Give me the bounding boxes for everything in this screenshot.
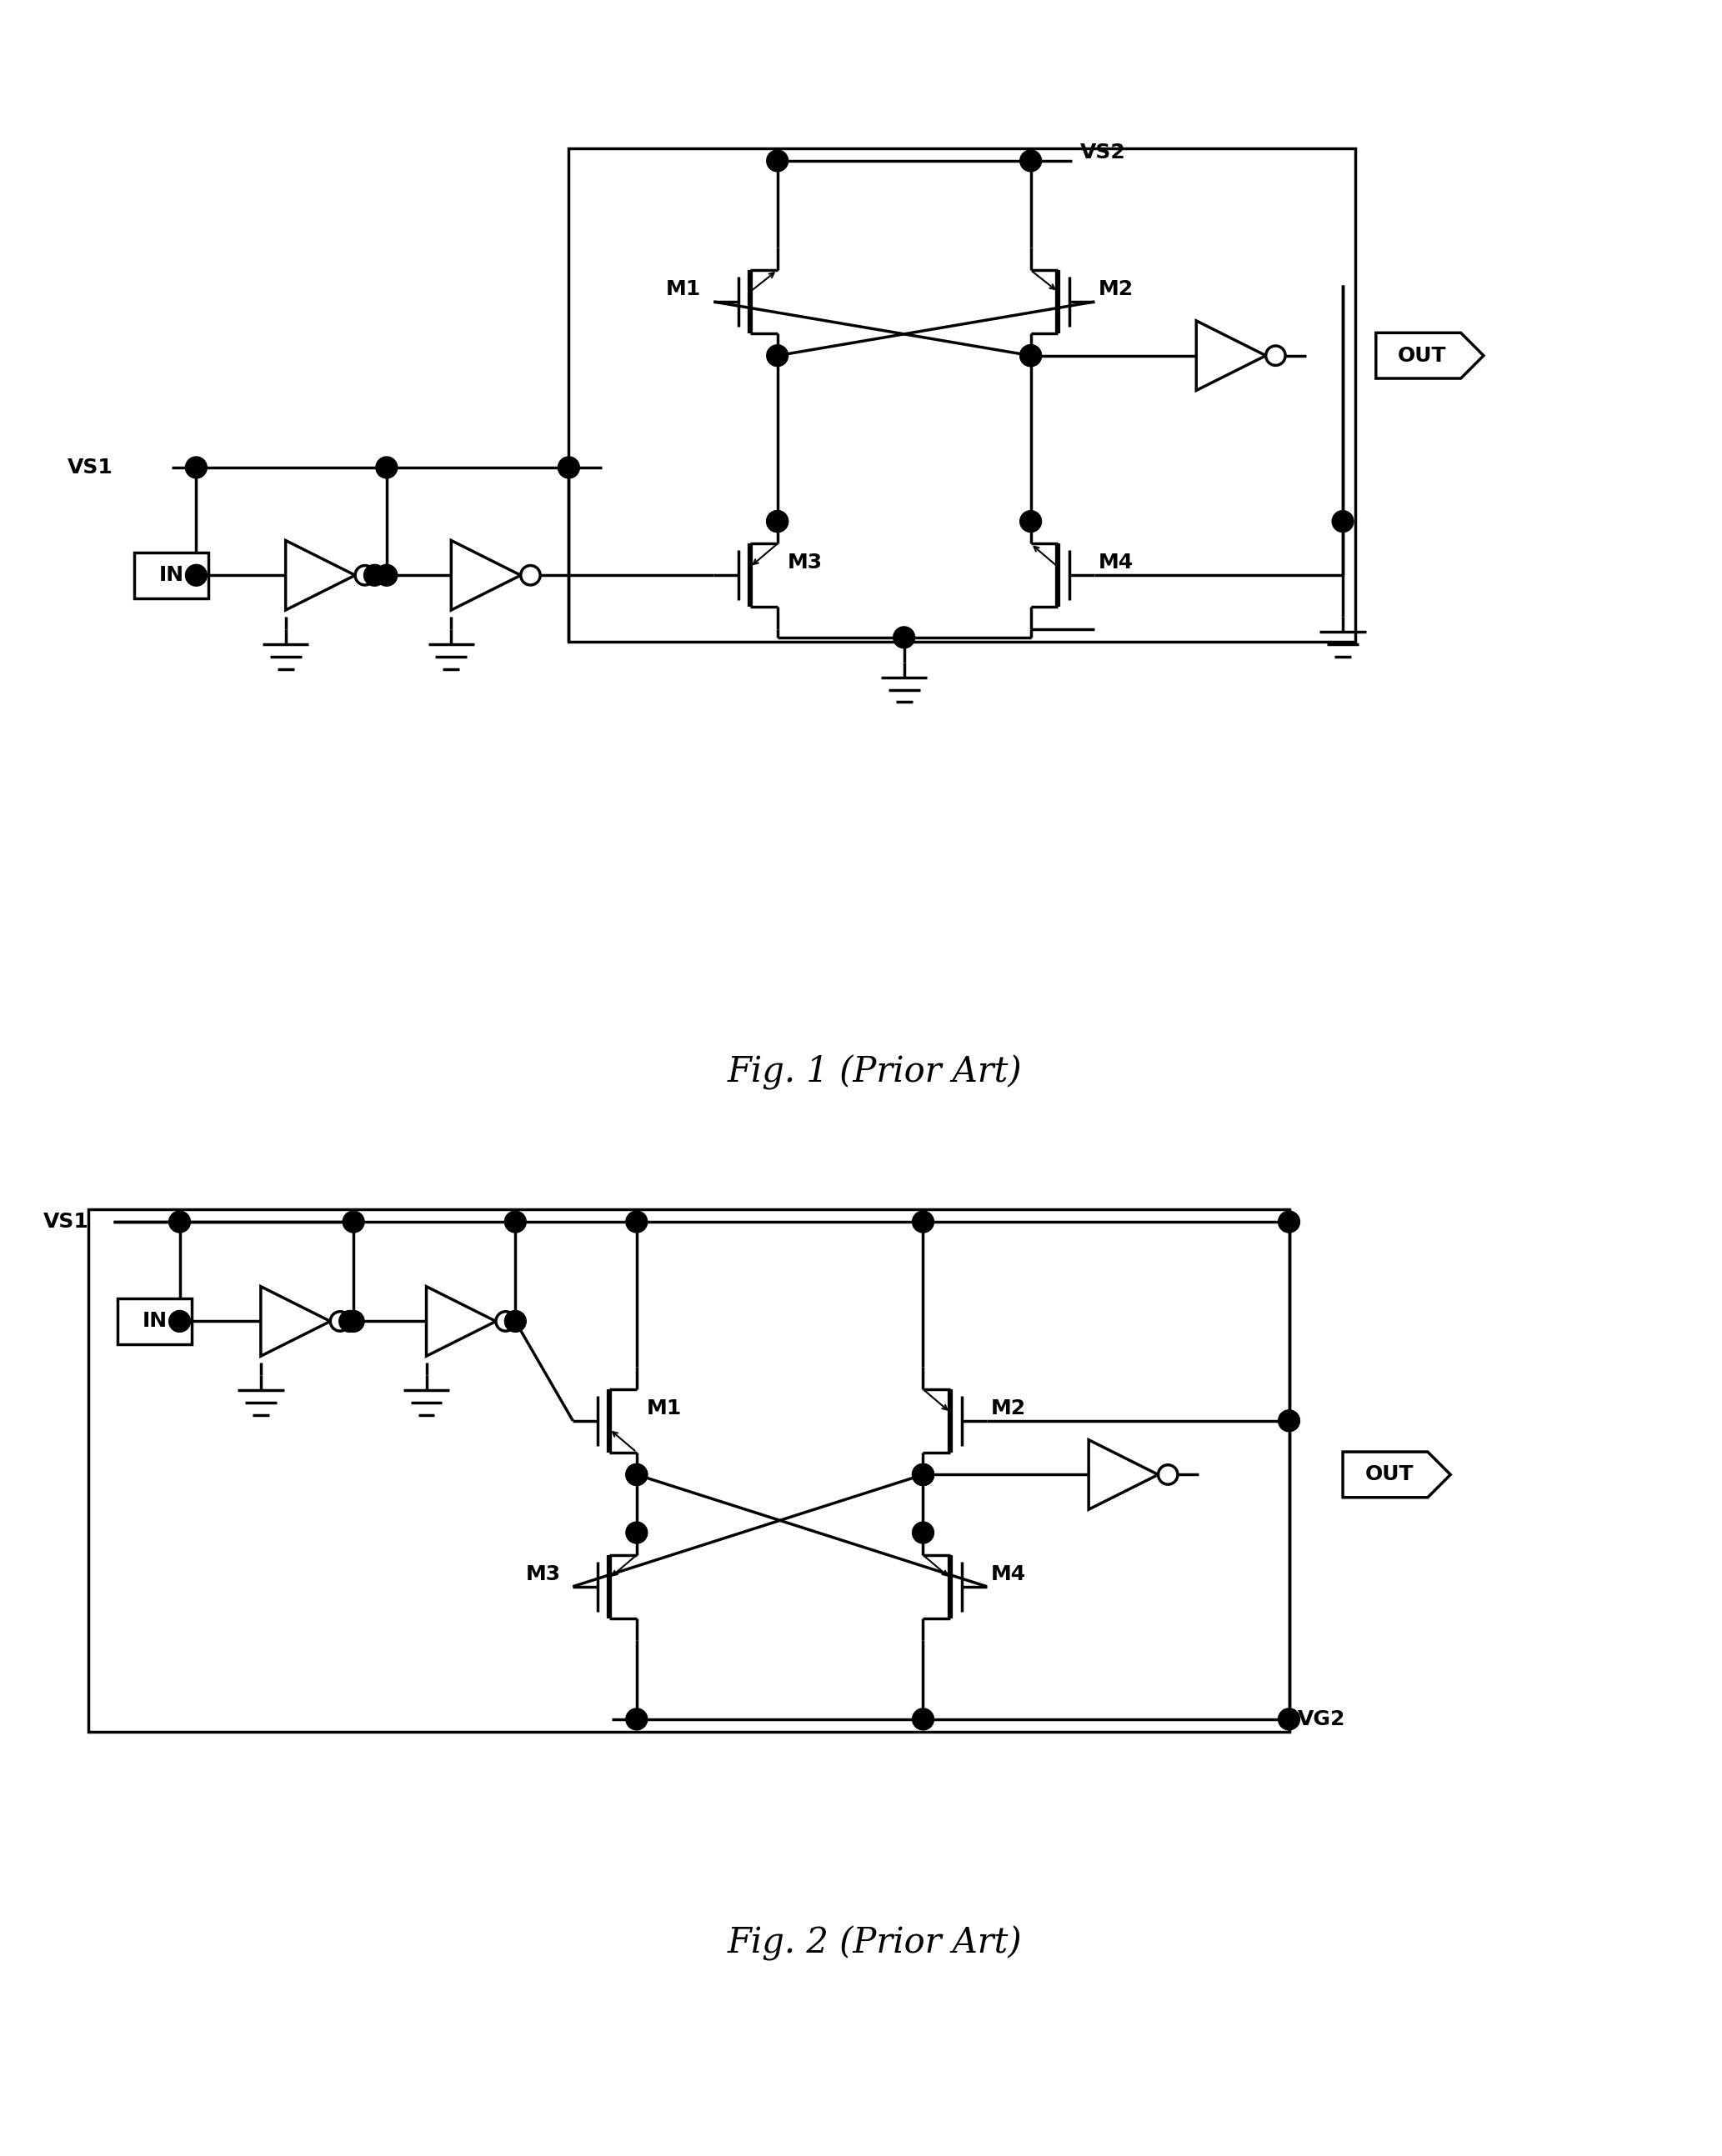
Circle shape	[625, 1212, 647, 1233]
Circle shape	[375, 565, 398, 586]
Text: M2: M2	[1099, 280, 1133, 300]
Text: VS1: VS1	[67, 457, 114, 476]
Text: Fig. 1 (Prior Art): Fig. 1 (Prior Art)	[728, 1054, 1023, 1091]
Text: M4: M4	[990, 1563, 1026, 1585]
Circle shape	[1019, 511, 1042, 533]
Circle shape	[505, 1212, 527, 1233]
Polygon shape	[427, 1287, 496, 1356]
Circle shape	[331, 1311, 350, 1330]
Circle shape	[169, 1311, 191, 1332]
Circle shape	[913, 1522, 933, 1544]
Polygon shape	[451, 541, 520, 610]
Circle shape	[913, 1212, 933, 1233]
Circle shape	[913, 1464, 933, 1485]
Circle shape	[186, 565, 207, 586]
Circle shape	[625, 1522, 647, 1544]
Circle shape	[1333, 511, 1353, 533]
FancyBboxPatch shape	[117, 1298, 193, 1343]
Text: VS1: VS1	[43, 1212, 88, 1231]
Circle shape	[1278, 1410, 1300, 1432]
Circle shape	[625, 1464, 647, 1485]
Circle shape	[1159, 1464, 1178, 1483]
Polygon shape	[1376, 332, 1484, 379]
Circle shape	[1278, 1212, 1300, 1233]
Circle shape	[625, 1708, 647, 1729]
Text: OUT: OUT	[1398, 345, 1446, 367]
Circle shape	[355, 565, 375, 584]
Circle shape	[169, 1212, 191, 1233]
Circle shape	[520, 565, 541, 584]
Text: Fig. 2 (Prior Art): Fig. 2 (Prior Art)	[728, 1925, 1023, 1960]
Circle shape	[1019, 345, 1042, 367]
Text: M2: M2	[990, 1399, 1026, 1419]
Text: M4: M4	[1099, 552, 1133, 573]
Circle shape	[375, 457, 398, 479]
Circle shape	[894, 627, 914, 649]
Circle shape	[505, 1311, 527, 1332]
Polygon shape	[1088, 1440, 1159, 1509]
Polygon shape	[260, 1287, 331, 1356]
Circle shape	[343, 1212, 365, 1233]
Text: VS2: VS2	[1080, 142, 1126, 162]
Circle shape	[339, 1311, 360, 1332]
Text: M1: M1	[646, 1399, 682, 1419]
Circle shape	[766, 511, 789, 533]
Circle shape	[496, 1311, 515, 1330]
Circle shape	[913, 1708, 933, 1729]
Circle shape	[343, 1311, 365, 1332]
Circle shape	[913, 1464, 933, 1485]
Circle shape	[1019, 151, 1042, 172]
Circle shape	[558, 457, 580, 479]
Text: M3: M3	[787, 552, 823, 573]
Circle shape	[1266, 345, 1285, 364]
Circle shape	[913, 1464, 933, 1485]
Polygon shape	[1197, 321, 1266, 390]
Circle shape	[766, 151, 789, 172]
FancyBboxPatch shape	[134, 552, 208, 597]
Text: M3: M3	[525, 1563, 560, 1585]
Polygon shape	[286, 541, 355, 610]
Text: IN: IN	[143, 1311, 167, 1330]
Circle shape	[1019, 345, 1042, 367]
Circle shape	[1278, 1708, 1300, 1729]
Text: OUT: OUT	[1364, 1464, 1414, 1485]
Polygon shape	[1343, 1451, 1450, 1498]
Circle shape	[363, 565, 386, 586]
Text: IN: IN	[158, 565, 184, 584]
Text: M1: M1	[666, 280, 701, 300]
Circle shape	[186, 457, 207, 479]
Circle shape	[625, 1464, 647, 1485]
Circle shape	[766, 345, 789, 367]
Text: VG2: VG2	[1297, 1710, 1345, 1729]
Circle shape	[766, 511, 789, 533]
